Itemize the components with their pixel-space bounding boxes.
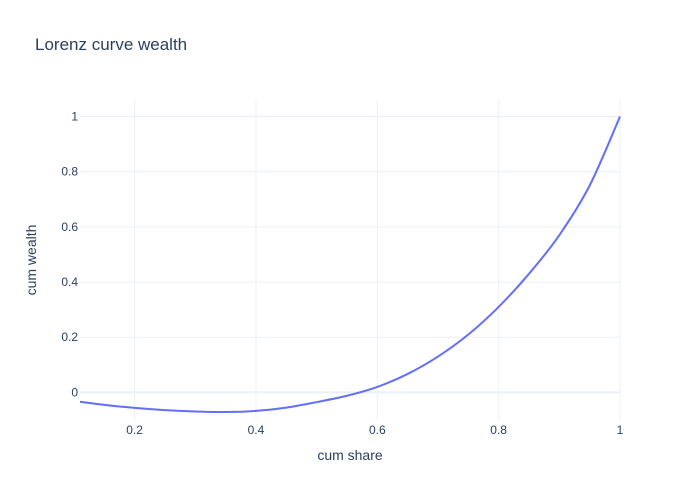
- chart-title: Lorenz curve wealth: [35, 35, 187, 54]
- y-tick-label: 0.6: [61, 220, 78, 234]
- y-axis-ticks: 0 0.2 0.4 0.6 0.8 1: [61, 110, 78, 400]
- y-axis-title: cum wealth: [23, 225, 39, 296]
- y-tick-label: 0.2: [61, 330, 78, 344]
- x-axis-title: cum share: [317, 447, 383, 463]
- y-tick-label: 0: [71, 385, 78, 399]
- y-tick-label: 0.8: [61, 165, 78, 179]
- series-line: [79, 116, 621, 414]
- y-tick-label: 0.4: [61, 275, 78, 289]
- x-tick-label: 0.8: [490, 423, 507, 437]
- grid-lines: [80, 100, 621, 420]
- x-tick-label: 0.6: [369, 423, 386, 437]
- x-tick-label: 1: [617, 423, 624, 437]
- plot-area: [79, 116, 621, 414]
- y-tick-label: 1: [71, 110, 78, 124]
- x-tick-label: 0.2: [126, 423, 143, 437]
- x-tick-label: 0.4: [248, 423, 265, 437]
- x-axis-ticks: 0.2 0.4 0.6 0.8 1: [126, 423, 623, 437]
